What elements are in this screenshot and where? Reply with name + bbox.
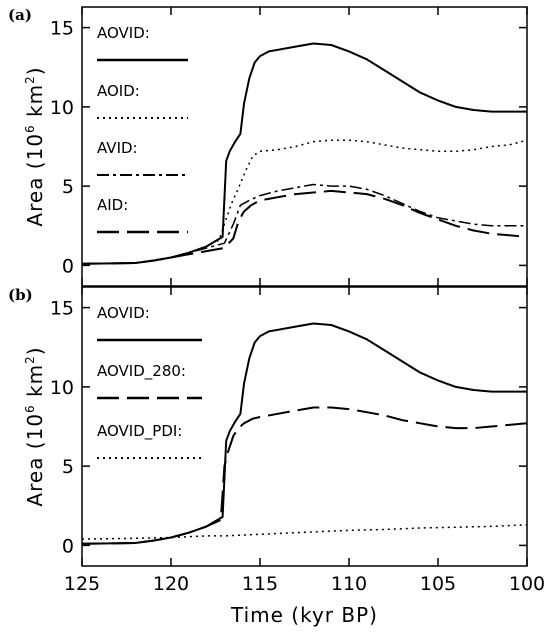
y-tick-label: 15 (50, 18, 74, 40)
y-tick-label: 10 (50, 377, 74, 399)
series-line-aovid280 (81, 406, 528, 545)
series-line-aovid (81, 42, 527, 265)
y-tick-label: 10 (50, 97, 74, 119)
y-tick-label: 15 (50, 298, 74, 320)
series-line-aid (81, 189, 528, 265)
panel-letter: (b) (8, 286, 33, 304)
y-tick-label: 5 (62, 456, 74, 478)
legend-label: AOVID_280: (97, 362, 186, 381)
legend-label: AOID: (97, 82, 140, 100)
series-line-aovidpdi (81, 524, 528, 540)
panel-b: 0 5 10 15 125 120 115 110 105 100 Time (kyr BP) Are… (8, 286, 544, 627)
legend-label: AOVID_PDI: (97, 422, 182, 441)
plot-frame (81, 6, 528, 287)
plot-frame (81, 286, 528, 567)
x-tick-label: 115 (242, 573, 278, 595)
legend-label: AID: (97, 196, 128, 214)
panel-a: 0 5 10 15 Area (106 km2) (a) AOVID: AOID: AVID: A… (8, 6, 528, 287)
y-tick-label: 0 (62, 535, 74, 557)
y-tick-label: 0 (62, 255, 74, 277)
x-tick-label: 105 (420, 573, 456, 595)
x-tick-label: 110 (331, 573, 367, 595)
legend-label: AOVID: (97, 304, 150, 322)
legend-label: AOVID: (97, 24, 150, 42)
series-line-aoid (81, 139, 528, 265)
y-axis-title: Area (106 km2) (23, 346, 47, 506)
series-line-avid (81, 183, 527, 265)
legend-label: AVID: (97, 139, 138, 157)
x-tick-label: 100 (509, 573, 544, 595)
y-axis-title: Area (106 km2) (23, 66, 47, 226)
panel-letter: (a) (8, 6, 32, 24)
x-tick-label: 125 (64, 573, 100, 595)
x-tick-label: 120 (153, 573, 189, 595)
x-axis-title: Time (kyr BP) (230, 603, 378, 627)
y-tick-label: 5 (62, 176, 74, 198)
